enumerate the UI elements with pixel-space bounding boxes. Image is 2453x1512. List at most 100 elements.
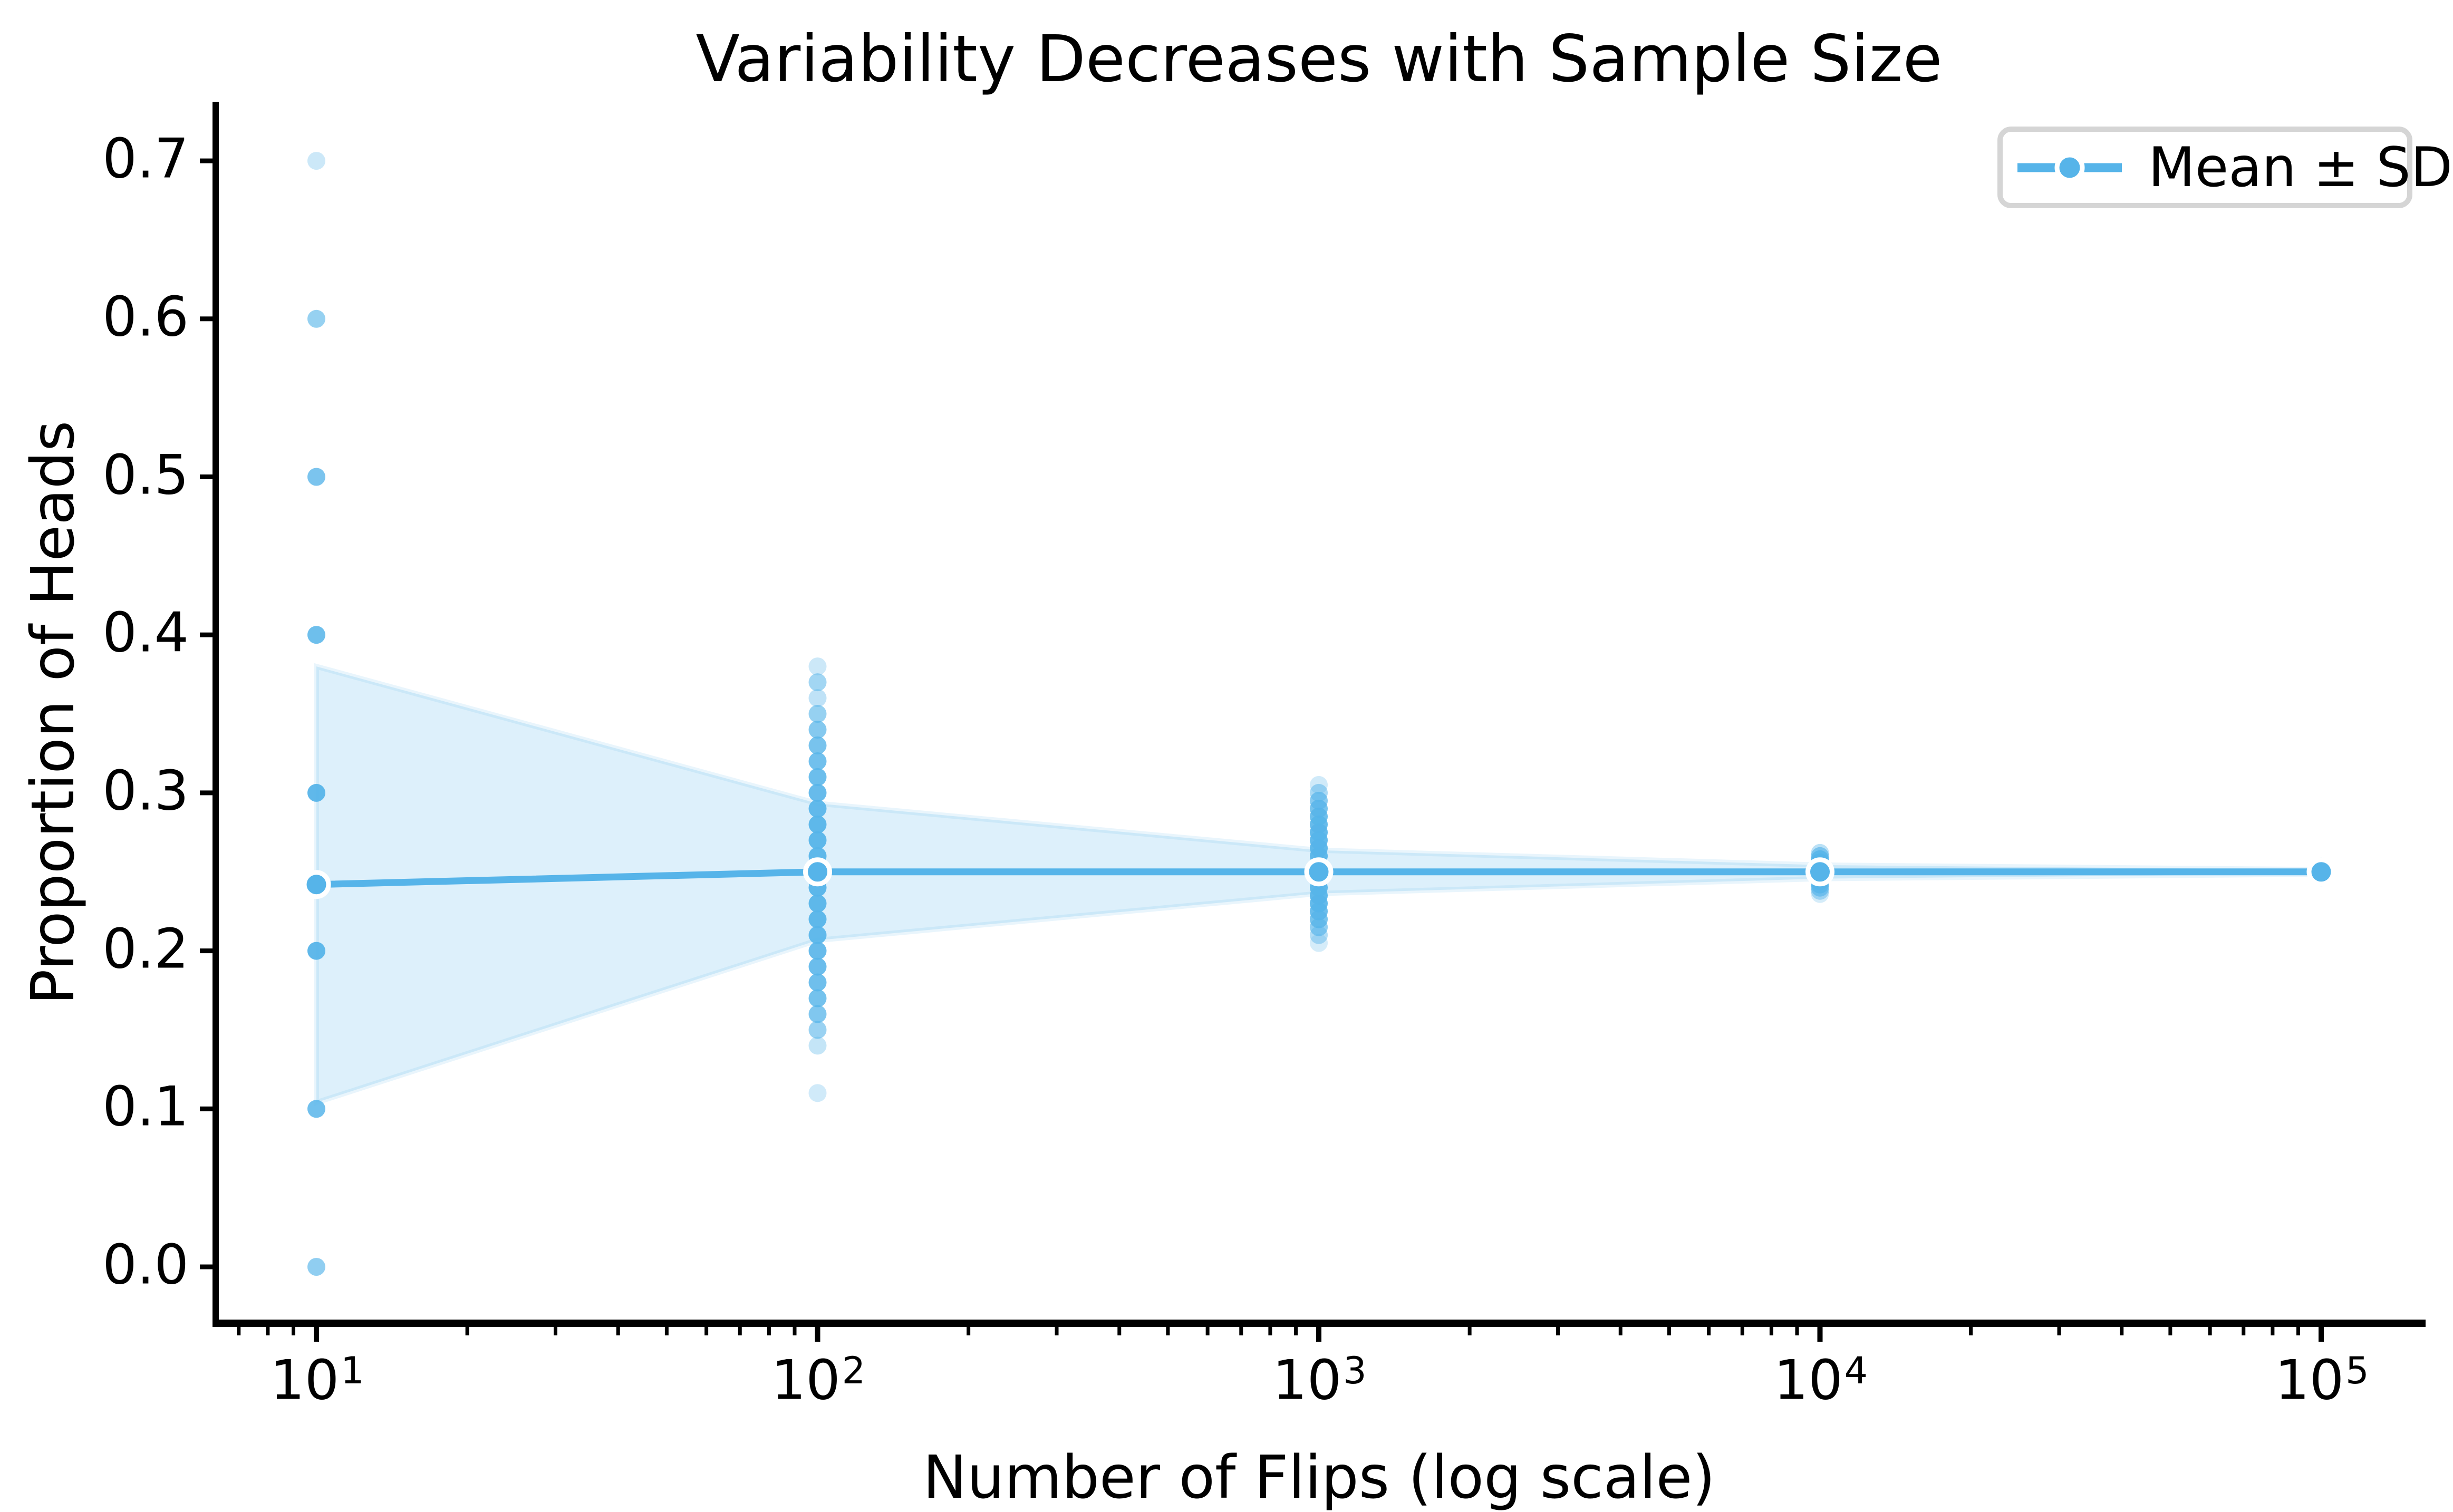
x-minor-tick xyxy=(664,1327,669,1335)
scatter-point xyxy=(307,1258,325,1276)
legend-label: Mean ± SD xyxy=(2148,135,2453,199)
x-minor-tick xyxy=(1166,1327,1170,1335)
x-minor-tick xyxy=(967,1327,971,1335)
x-axis-label: Number of Flips (log scale) xyxy=(922,1443,1716,1512)
x-minor-tick xyxy=(2296,1327,2301,1335)
x-tick-label: 105 xyxy=(2275,1349,2369,1412)
x-minor-tick xyxy=(2271,1327,2275,1335)
scatter-point xyxy=(808,799,827,818)
mean-marker xyxy=(2306,857,2336,887)
x-minor-tick xyxy=(1969,1327,1973,1335)
scatter-point xyxy=(808,973,827,992)
x-minor-tick xyxy=(237,1327,241,1335)
x-minor-tick xyxy=(2242,1327,2246,1335)
y-tick-label: 0.1 xyxy=(102,1075,189,1139)
y-tick-label: 0.3 xyxy=(102,759,189,823)
y-tick-label: 0.5 xyxy=(102,443,189,507)
x-minor-tick xyxy=(1239,1327,1243,1335)
x-minor-tick xyxy=(1294,1327,1298,1335)
scatter-point xyxy=(307,468,325,486)
scatter-point xyxy=(808,926,827,944)
x-major-tick xyxy=(1817,1327,1823,1342)
x-minor-tick xyxy=(1707,1327,1711,1335)
scatter-point xyxy=(808,1036,827,1055)
x-minor-tick xyxy=(1795,1327,1799,1335)
scatter-point xyxy=(808,736,827,754)
scatter-point xyxy=(808,705,827,723)
scatter-point xyxy=(808,957,827,976)
scatter-point xyxy=(808,815,827,833)
x-minor-tick xyxy=(793,1327,797,1335)
mean-marker xyxy=(1304,857,1334,887)
legend-line-marker-icon xyxy=(2017,152,2122,182)
scatter-point xyxy=(808,894,827,913)
y-tick xyxy=(200,1264,213,1269)
y-tick xyxy=(200,790,213,796)
x-minor-tick xyxy=(767,1327,771,1335)
scatter-point xyxy=(307,152,325,170)
x-minor-tick xyxy=(1117,1327,1122,1335)
x-major-tick xyxy=(1316,1327,1321,1342)
x-minor-tick xyxy=(616,1327,620,1335)
x-minor-tick xyxy=(1667,1327,1671,1335)
chart-title: Variability Decreases with Sample Size xyxy=(696,22,1943,96)
x-minor-tick xyxy=(2168,1327,2172,1335)
mean-marker xyxy=(1805,857,1834,887)
x-tick-label: 102 xyxy=(771,1349,866,1412)
scatter-point xyxy=(307,1100,325,1118)
scatter-point xyxy=(1310,783,1328,802)
x-minor-tick xyxy=(1556,1327,1560,1335)
scatter-point xyxy=(1310,776,1328,794)
scatter-point xyxy=(808,1084,827,1102)
y-tick-label: 0.4 xyxy=(102,601,189,665)
x-tick-label: 103 xyxy=(1272,1349,1367,1412)
y-tick-label: 0.6 xyxy=(102,285,189,349)
scatter-point xyxy=(808,657,827,676)
x-minor-tick xyxy=(1268,1327,1272,1335)
scatter-point xyxy=(1811,844,1829,862)
mean-marker xyxy=(803,857,832,887)
scatter-point xyxy=(808,783,827,802)
y-tick-label: 0.2 xyxy=(102,917,189,981)
x-minor-tick xyxy=(554,1327,558,1335)
scatter-point xyxy=(307,783,325,802)
scatter-point xyxy=(808,673,827,692)
x-minor-tick xyxy=(2057,1327,2061,1335)
scatter-point xyxy=(307,942,325,960)
y-tick xyxy=(200,158,213,163)
scatter-point xyxy=(1310,934,1328,952)
y-tick xyxy=(200,474,213,479)
y-tick-label: 0.7 xyxy=(102,127,189,191)
x-minor-tick xyxy=(1467,1327,1472,1335)
x-tick-label: 101 xyxy=(270,1349,364,1412)
x-minor-tick xyxy=(2120,1327,2124,1335)
scatter-point xyxy=(808,942,827,960)
x-minor-tick xyxy=(1055,1327,1059,1335)
x-minor-tick xyxy=(266,1327,270,1335)
x-minor-tick xyxy=(1740,1327,1744,1335)
x-minor-tick xyxy=(1205,1327,1210,1335)
x-minor-tick xyxy=(1769,1327,1773,1335)
x-minor-tick xyxy=(738,1327,742,1335)
scatter-point xyxy=(307,626,325,644)
y-axis-spine xyxy=(213,102,219,1327)
x-minor-tick xyxy=(292,1327,296,1335)
mean-marker xyxy=(302,870,331,899)
scatter-point xyxy=(808,910,827,928)
y-tick xyxy=(200,632,213,637)
x-minor-tick xyxy=(465,1327,469,1335)
x-major-tick xyxy=(2319,1327,2324,1342)
y-tick xyxy=(200,1106,213,1111)
scatter-point xyxy=(808,689,827,707)
scatter-point xyxy=(808,721,827,739)
x-axis-spine xyxy=(213,1320,2426,1327)
legend: Mean ± SD xyxy=(1997,127,2452,208)
x-major-tick xyxy=(314,1327,319,1342)
x-minor-tick xyxy=(704,1327,709,1335)
scatter-point xyxy=(808,768,827,786)
x-major-tick xyxy=(815,1327,820,1342)
x-minor-tick xyxy=(1618,1327,1623,1335)
scatter-point xyxy=(808,752,827,770)
